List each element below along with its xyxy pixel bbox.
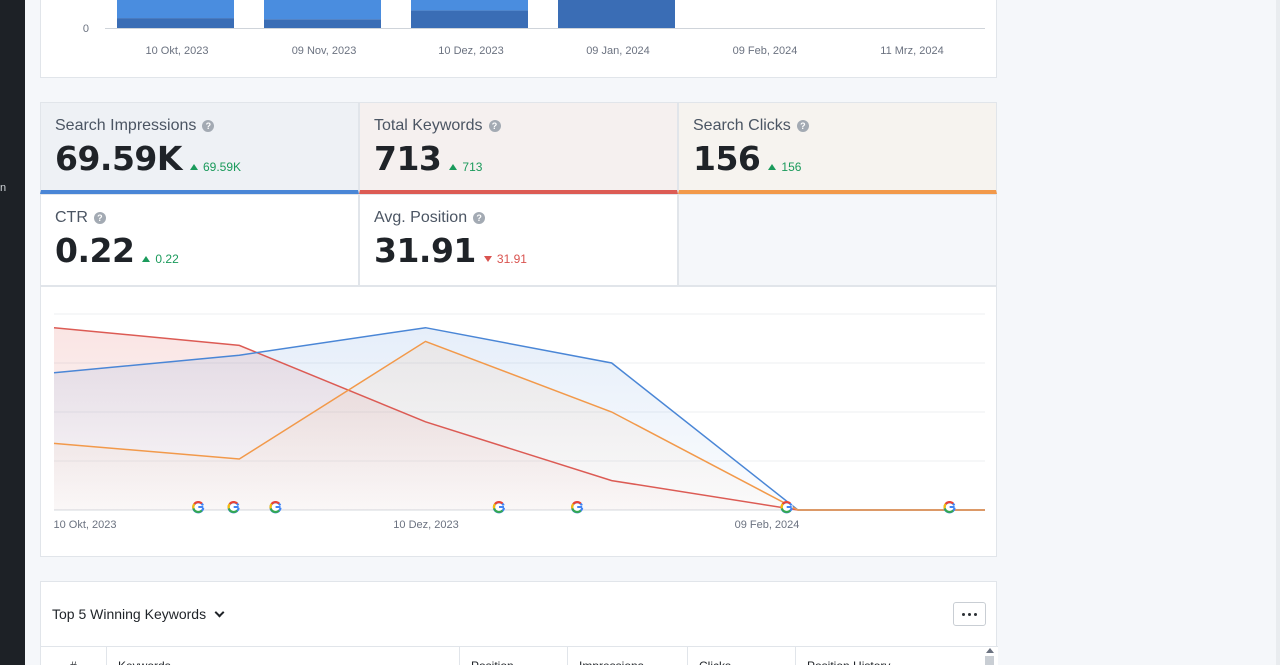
- trend-up-icon: [142, 256, 151, 262]
- x-tick-label: 11 Mrz, 2024: [880, 45, 943, 57]
- google-icon: [492, 500, 506, 514]
- column-header[interactable]: Position: [460, 647, 568, 665]
- trend-up-icon: [189, 164, 198, 170]
- metric-label: Search Clicks: [693, 117, 791, 134]
- more-options-button[interactable]: [953, 602, 986, 626]
- bar-chart: 0 10 Okt, 2023 09 Nov, 2023 10 Dez, 2023 09 …: [83, 0, 985, 57]
- metric-value: 31.91: [374, 231, 476, 270]
- google-icon: [943, 500, 956, 514]
- metric-value: 0.22: [55, 231, 135, 270]
- google-icon: [227, 500, 240, 514]
- help-icon[interactable]: ?: [202, 120, 215, 132]
- x-tick-label: 10 Dez, 2023: [393, 519, 458, 531]
- bar-segment-dark: [117, 18, 234, 28]
- metric-delta: 69.59K: [189, 160, 242, 174]
- page-scrollbar[interactable]: [1276, 0, 1280, 665]
- bar-chart-card: 0 10 Okt, 2023 09 Nov, 2023 10 Dez, 2023 09 …: [40, 0, 997, 78]
- x-tick-label: 09 Feb, 2024: [733, 45, 798, 57]
- help-icon[interactable]: ?: [93, 212, 106, 224]
- column-header[interactable]: Clicks: [688, 647, 796, 665]
- metric-delta: 31.91: [483, 252, 527, 266]
- more-dots-icon: [962, 612, 965, 616]
- metric-search-impressions[interactable]: Search Impressions? 69.59K 69.59K: [40, 102, 359, 194]
- table-scrollbar[interactable]: [985, 656, 994, 665]
- chevron-down-icon: [214, 607, 225, 617]
- google-icon: [192, 500, 205, 514]
- metric-value: 69.59K: [55, 139, 182, 178]
- metric-label: CTR: [55, 209, 88, 226]
- google-icon: [571, 500, 584, 514]
- line-chart-card: 10 Okt, 2023 10 Dez, 2023 09 Feb, 2024: [40, 286, 997, 557]
- series-area: [54, 341, 985, 510]
- bar-segment-light: [411, 0, 528, 11]
- y-tick-label: 0: [83, 23, 89, 35]
- metric-label: Search Impressions: [55, 117, 197, 134]
- metric-delta: 156: [768, 160, 801, 174]
- column-header[interactable]: Keywords: [107, 647, 460, 665]
- scroll-up-arrow-icon[interactable]: [986, 648, 994, 653]
- winning-keywords-card: Top 5 Winning Keywords # Keywords Positi…: [40, 581, 998, 665]
- help-icon[interactable]: ?: [473, 212, 486, 224]
- keywords-panel-title: Top 5 Winning Keywords: [52, 606, 207, 622]
- metric-search-clicks[interactable]: Search Clicks? 156 156: [678, 102, 997, 194]
- delta-value: 31.91: [496, 252, 527, 266]
- metric-value: 713: [374, 139, 442, 178]
- help-icon[interactable]: ?: [488, 120, 501, 132]
- line-chart: 10 Okt, 2023 10 Dez, 2023 09 Feb, 2024: [53, 313, 985, 531]
- bar-segment-dark: [411, 10, 528, 28]
- metrics-grid: Search Impressions? 69.59K 69.59K Total …: [40, 102, 997, 287]
- trend-down-icon: [483, 256, 492, 262]
- column-header[interactable]: Impressions: [568, 647, 688, 665]
- delta-value: 156: [781, 160, 802, 174]
- metric-delta: 0.22: [142, 252, 179, 266]
- keywords-panel-dropdown[interactable]: Top 5 Winning Keywords: [52, 606, 225, 622]
- sidebar-text-fragment: n: [0, 182, 7, 194]
- metric-delta: 713: [449, 160, 482, 174]
- google-icon: [269, 500, 282, 514]
- x-tick-label: 09 Feb, 2024: [735, 519, 800, 531]
- x-tick-label: 09 Nov, 2023: [292, 45, 357, 57]
- delta-value: 69.59K: [202, 160, 242, 174]
- metric-value: 156: [693, 139, 761, 178]
- trend-up-icon: [449, 164, 458, 170]
- bar-segment-dark: [558, 0, 675, 28]
- delta-value: 0.22: [155, 252, 179, 266]
- metric-total-keywords[interactable]: Total Keywords? 713 713: [359, 102, 678, 194]
- app-sidebar: n: [0, 0, 25, 665]
- metric-ctr[interactable]: CTR? 0.22 0.22: [40, 194, 359, 286]
- x-tick-label: 10 Okt, 2023: [146, 45, 209, 57]
- series-line: [53, 340, 985, 511]
- metric-label: Total Keywords: [374, 117, 483, 134]
- x-tick-label: 10 Okt, 2023: [54, 519, 117, 531]
- column-header[interactable]: Position History: [796, 647, 986, 665]
- delta-value: 713: [462, 160, 483, 174]
- keywords-table-header: # Keywords Position Impressions Clicks P…: [41, 646, 998, 665]
- x-tick-label: 09 Jan, 2024: [586, 45, 650, 57]
- help-icon[interactable]: ?: [796, 120, 809, 132]
- metric-avg-position[interactable]: Avg. Position? 31.91 31.91: [359, 194, 678, 286]
- metric-empty-slot: [678, 194, 997, 286]
- google-icon: [780, 500, 793, 514]
- bar-segment-dark: [264, 19, 381, 28]
- trend-up-icon: [768, 164, 777, 170]
- x-tick-label: 10 Dez, 2023: [438, 45, 503, 57]
- metric-label: Avg. Position: [374, 209, 468, 226]
- bar-segment-light: [264, 0, 381, 20]
- column-header[interactable]: #: [41, 647, 107, 665]
- bar-segment-light: [117, 0, 234, 19]
